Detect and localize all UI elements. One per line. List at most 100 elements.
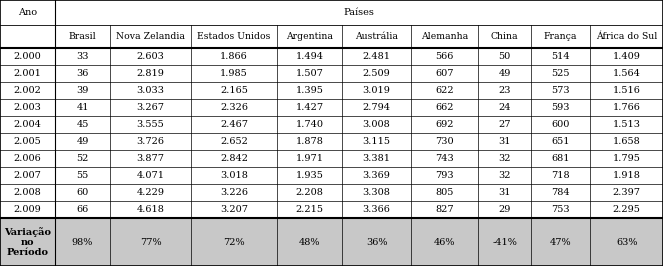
- Text: 66: 66: [76, 205, 89, 214]
- Text: 49: 49: [499, 69, 511, 78]
- Text: 2.652: 2.652: [220, 137, 248, 146]
- Text: 692: 692: [436, 120, 453, 129]
- Text: 36%: 36%: [366, 238, 387, 247]
- Text: 98%: 98%: [72, 238, 93, 247]
- Text: 2.007: 2.007: [14, 171, 42, 180]
- Text: 45: 45: [76, 120, 89, 129]
- Text: 600: 600: [552, 120, 570, 129]
- Text: 2.003: 2.003: [14, 103, 42, 112]
- Text: 525: 525: [551, 69, 570, 78]
- Text: 1.494: 1.494: [296, 52, 324, 61]
- Text: 2.467: 2.467: [220, 120, 248, 129]
- Text: 27: 27: [499, 120, 511, 129]
- Text: 2.603: 2.603: [137, 52, 164, 61]
- Text: 566: 566: [436, 52, 453, 61]
- Text: 1.427: 1.427: [296, 103, 324, 112]
- Text: 743: 743: [435, 154, 454, 163]
- Text: Alemanha: Alemanha: [421, 32, 468, 41]
- Text: 607: 607: [436, 69, 453, 78]
- Text: 3.369: 3.369: [363, 171, 391, 180]
- Text: 3.033: 3.033: [137, 86, 164, 95]
- Text: Variação
no
Período: Variação no Período: [4, 227, 51, 257]
- Text: 3.366: 3.366: [363, 205, 391, 214]
- Text: 23: 23: [499, 86, 511, 95]
- Text: China: China: [491, 32, 518, 41]
- Text: 1.516: 1.516: [613, 86, 640, 95]
- Text: 55: 55: [76, 171, 89, 180]
- Text: 1.971: 1.971: [296, 154, 324, 163]
- Text: 4.229: 4.229: [137, 188, 164, 197]
- Text: 1.740: 1.740: [296, 120, 324, 129]
- Text: 48%: 48%: [299, 238, 320, 247]
- Text: 2.509: 2.509: [363, 69, 391, 78]
- Text: 2.481: 2.481: [363, 52, 391, 61]
- Text: 514: 514: [551, 52, 570, 61]
- Text: 2.008: 2.008: [14, 188, 42, 197]
- Text: 46%: 46%: [434, 238, 455, 247]
- Text: 60: 60: [76, 188, 89, 197]
- Text: 49: 49: [76, 137, 89, 146]
- Text: 36: 36: [76, 69, 89, 78]
- Text: 3.381: 3.381: [363, 154, 391, 163]
- Text: Nova Zelandia: Nova Zelandia: [116, 32, 185, 41]
- Text: 47%: 47%: [550, 238, 572, 247]
- Text: 3.115: 3.115: [363, 137, 391, 146]
- Text: Brasil: Brasil: [69, 32, 96, 41]
- Text: 2.215: 2.215: [296, 205, 324, 214]
- Text: 593: 593: [551, 103, 570, 112]
- Text: 3.308: 3.308: [363, 188, 391, 197]
- Text: 33: 33: [76, 52, 89, 61]
- Text: 1.935: 1.935: [296, 171, 324, 180]
- Text: 1.507: 1.507: [296, 69, 324, 78]
- Text: 1.866: 1.866: [220, 52, 248, 61]
- Text: 753: 753: [551, 205, 570, 214]
- Text: 72%: 72%: [223, 238, 245, 247]
- Text: 2.794: 2.794: [363, 103, 391, 112]
- Text: 827: 827: [435, 205, 454, 214]
- Text: 1.513: 1.513: [613, 120, 640, 129]
- Text: Argentina: Argentina: [286, 32, 333, 41]
- Text: 718: 718: [551, 171, 570, 180]
- Text: 2.208: 2.208: [296, 188, 324, 197]
- Text: 2.002: 2.002: [14, 86, 42, 95]
- Text: 77%: 77%: [140, 238, 161, 247]
- Text: 1.409: 1.409: [613, 52, 640, 61]
- Text: 784: 784: [551, 188, 570, 197]
- Text: 3.019: 3.019: [363, 86, 391, 95]
- Text: 52: 52: [76, 154, 89, 163]
- Bar: [0, 218, 663, 266]
- Text: 29: 29: [499, 205, 511, 214]
- Text: 2.295: 2.295: [613, 205, 640, 214]
- Text: 662: 662: [436, 103, 453, 112]
- Text: 3.008: 3.008: [363, 120, 391, 129]
- Text: 3.555: 3.555: [137, 120, 164, 129]
- Text: Ano: Ano: [18, 8, 37, 17]
- Text: Austrália: Austrália: [355, 32, 398, 41]
- Text: 2.000: 2.000: [14, 52, 42, 61]
- Text: 50: 50: [499, 52, 511, 61]
- Text: 793: 793: [435, 171, 454, 180]
- Text: -41%: -41%: [492, 238, 517, 247]
- Text: 2.001: 2.001: [14, 69, 42, 78]
- Text: 2.819: 2.819: [137, 69, 164, 78]
- Text: 4.071: 4.071: [137, 171, 164, 180]
- Text: 1.564: 1.564: [613, 69, 640, 78]
- Text: 2.009: 2.009: [14, 205, 42, 214]
- Text: 3.267: 3.267: [137, 103, 164, 112]
- Text: 2.006: 2.006: [14, 154, 42, 163]
- Text: 573: 573: [551, 86, 570, 95]
- Text: 32: 32: [499, 171, 511, 180]
- Text: 3.018: 3.018: [220, 171, 248, 180]
- Text: 730: 730: [435, 137, 454, 146]
- Text: 2.397: 2.397: [613, 188, 640, 197]
- Text: 3.207: 3.207: [220, 205, 248, 214]
- Text: 2.165: 2.165: [220, 86, 248, 95]
- Text: 1.795: 1.795: [613, 154, 640, 163]
- Text: 3.726: 3.726: [137, 137, 164, 146]
- Text: 1.395: 1.395: [296, 86, 324, 95]
- Text: 1.878: 1.878: [296, 137, 324, 146]
- Text: 2.005: 2.005: [14, 137, 42, 146]
- Text: 32: 32: [499, 154, 511, 163]
- Text: 2.326: 2.326: [220, 103, 248, 112]
- Text: 2.004: 2.004: [14, 120, 42, 129]
